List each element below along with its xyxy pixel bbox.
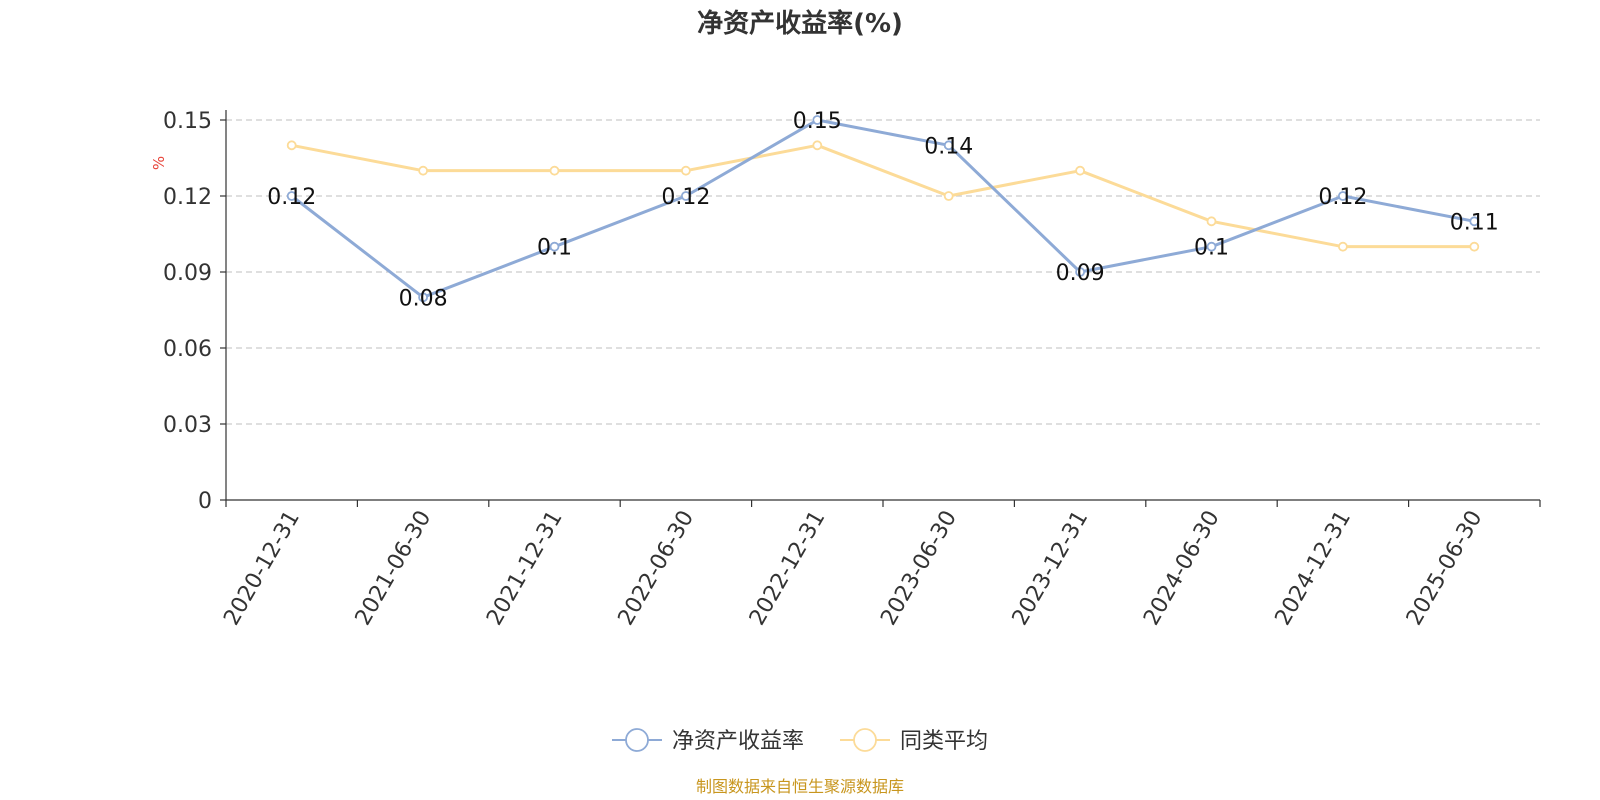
chart-title: 净资产收益率(%) <box>697 8 903 39</box>
source-note: 制图数据来自恒生聚源数据库 <box>696 777 904 796</box>
data-label-2022-06-30: 0.12 <box>661 185 710 210</box>
point-净资产收益率-2022-06-30[interactable] <box>681 191 691 201</box>
grid-lines <box>226 119 1540 425</box>
x-tick-label-2025-06-30: 2025-06-30 <box>1402 507 1488 630</box>
y-axis-unit-label: % <box>150 156 168 170</box>
legend-marker-icon <box>625 728 649 752</box>
point-同类平均-2022-06-30[interactable] <box>681 165 691 176</box>
data-labels: 0.12 0.08 0.1 0.12 0.15 0.14 0.09 0.1 0.12 0.11 <box>267 109 1499 311</box>
y-tick-label-0.09: 0.09 <box>163 261 212 286</box>
series-line-同类平均 <box>291 143 1475 249</box>
legend-item-同类平均[interactable]: 同类平均 <box>840 728 988 754</box>
series-line-净资产收益率 <box>290 118 1475 299</box>
data-label-2023-06-30: 0.14 <box>924 134 973 159</box>
data-label-2022-12-31: 0.15 <box>793 109 842 134</box>
point-净资产收益率-2024-12-31[interactable] <box>1338 191 1348 201</box>
x-tick-label-2023-06-30: 2023-06-30 <box>876 507 962 630</box>
point-同类平均-2020-12-31[interactable] <box>286 140 297 151</box>
x-tick-label-2022-06-30: 2022-06-30 <box>614 507 700 630</box>
point-净资产收益率-2025-06-30[interactable] <box>1469 216 1480 227</box>
point-同类平均-2023-06-30[interactable] <box>943 191 954 201</box>
data-label-2024-12-31: 0.12 <box>1318 185 1367 210</box>
point-净资产收益率-2021-12-31[interactable] <box>549 241 560 252</box>
point-净资产收益率-2024-06-30[interactable] <box>1206 241 1217 252</box>
point-同类平均-2025-06-30[interactable] <box>1469 241 1480 252</box>
x-tick-label-2021-06-30: 2021-06-30 <box>351 507 437 630</box>
x-tick-label-2023-12-31: 2023-12-31 <box>1008 507 1094 630</box>
point-净资产收益率-2021-06-30[interactable] <box>418 292 429 303</box>
legend[interactable]: 净资产收益率 同类平均 <box>612 728 988 754</box>
point-同类平均-2021-12-31[interactable] <box>549 165 560 176</box>
data-label-2025-06-30: 0.11 <box>1450 210 1499 235</box>
x-tick-label-2020-12-31: 2020-12-31 <box>219 507 305 630</box>
data-label-2024-06-30: 0.1 <box>1194 236 1229 261</box>
data-label-2021-06-30: 0.08 <box>399 286 448 311</box>
point-净资产收益率-2022-12-31[interactable] <box>812 115 823 125</box>
point-同类平均-2024-06-30[interactable] <box>1206 216 1217 227</box>
y-tick-label-0.12: 0.12 <box>163 185 212 210</box>
x-tick-label-2022-12-31: 2022-12-31 <box>745 507 831 630</box>
point-同类平均-2022-12-31[interactable] <box>812 140 823 151</box>
y-tick-label-0.03: 0.03 <box>163 413 212 438</box>
point-同类平均-2023-12-31[interactable] <box>1075 165 1085 176</box>
x-tick-label-2021-12-31: 2021-12-31 <box>482 507 568 630</box>
point-净资产收益率-2023-06-30[interactable] <box>943 140 954 151</box>
y-tick-label-0.06: 0.06 <box>163 337 212 362</box>
series-layer <box>286 115 1480 303</box>
data-label-2023-12-31: 0.09 <box>1056 261 1105 286</box>
point-同类平均-2021-06-30[interactable] <box>418 165 429 176</box>
data-label-2020-12-31: 0.12 <box>267 185 316 210</box>
data-label-2021-12-31: 0.1 <box>537 236 572 261</box>
legend-label-净资产收益率: 净资产收益率 <box>672 729 804 754</box>
legend-item-净资产收益率[interactable]: 净资产收益率 <box>612 728 804 754</box>
x-tick-label-2024-12-31: 2024-12-31 <box>1271 507 1357 630</box>
x-tick-label-2024-06-30: 2024-06-30 <box>1139 507 1225 630</box>
point-净资产收益率-2020-12-31[interactable] <box>286 191 297 201</box>
y-tick-label-0: 0 <box>198 489 212 514</box>
legend-marker-icon <box>853 728 877 752</box>
y-tick-label-0.15: 0.15 <box>163 109 212 134</box>
point-同类平均-2024-12-31[interactable] <box>1338 241 1348 252</box>
point-净资产收益率-2023-12-31[interactable] <box>1075 267 1085 277</box>
legend-label-同类平均: 同类平均 <box>900 729 988 754</box>
